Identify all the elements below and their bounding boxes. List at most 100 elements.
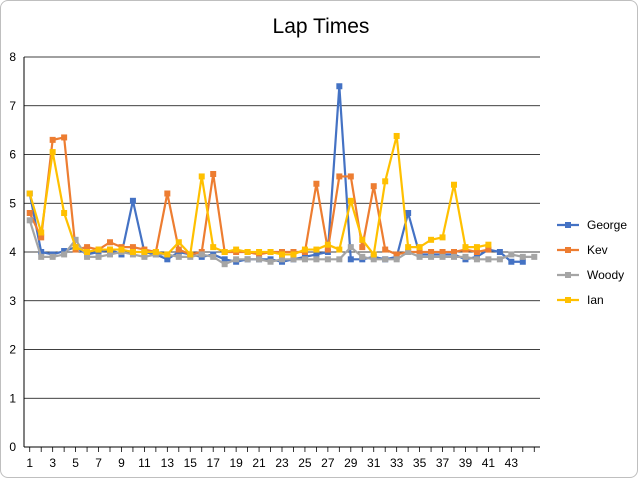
data-point-ian	[72, 244, 79, 251]
data-point-woody	[462, 253, 469, 260]
data-point-ian	[256, 249, 263, 255]
x-tick-label: 5	[72, 456, 79, 470]
data-point-ian	[152, 249, 159, 255]
series-line-ian	[28, 134, 489, 256]
data-point-woody	[38, 253, 45, 260]
y-tick-label: 8	[9, 50, 16, 64]
data-point-george	[129, 197, 136, 204]
data-point-woody	[382, 256, 389, 263]
data-point-kev	[416, 249, 423, 255]
data-point-woody	[301, 256, 308, 263]
data-point-george	[347, 256, 354, 263]
x-tick-label: 13	[161, 456, 175, 470]
series-line-george	[28, 85, 523, 263]
data-point-ian	[439, 234, 446, 241]
data-point-woody	[95, 253, 102, 260]
legend-marker-ian	[565, 297, 571, 303]
data-point-ian	[221, 249, 228, 255]
data-point-ian	[393, 132, 400, 139]
x-tick-label: 7	[95, 456, 102, 470]
x-tick-label: 25	[298, 456, 312, 470]
legend-label-george: George	[587, 218, 627, 232]
x-tick-label: 11	[138, 456, 151, 470]
x-tick-label: 3	[49, 456, 56, 470]
data-point-woody	[519, 253, 526, 260]
data-point-ian	[313, 246, 320, 253]
data-point-ian	[359, 236, 366, 243]
data-point-kev	[26, 210, 33, 216]
data-point-george	[221, 256, 228, 263]
data-point-woody	[141, 253, 148, 260]
y-tick-label: 0	[9, 440, 16, 454]
data-point-woody	[416, 253, 423, 260]
data-point-woody	[531, 253, 538, 260]
data-point-kev	[61, 134, 68, 141]
data-point-woody	[233, 256, 240, 263]
x-tick-label: 43	[505, 456, 519, 470]
data-point-ian	[26, 190, 33, 197]
data-point-woody	[473, 256, 480, 263]
data-point-kev	[324, 246, 331, 253]
data-point-woody	[198, 251, 205, 258]
data-point-woody	[84, 253, 91, 260]
data-point-ian	[324, 241, 331, 248]
data-point-ian	[347, 197, 354, 204]
data-point-kev	[451, 249, 457, 255]
data-point-kev	[370, 183, 377, 190]
data-point-ian	[129, 249, 136, 255]
data-point-ian	[61, 210, 68, 216]
data-point-george	[508, 258, 515, 265]
data-point-woody	[324, 256, 331, 263]
data-point-ian	[451, 181, 457, 188]
data-point-ian	[301, 246, 308, 253]
data-point-kev	[38, 234, 45, 241]
data-point-ian	[279, 251, 285, 258]
data-point-ian	[428, 236, 435, 243]
x-tick-label: 15	[184, 456, 198, 470]
data-point-ian	[485, 241, 492, 248]
data-point-ian	[233, 246, 240, 253]
x-tick-label: 35	[413, 456, 427, 470]
data-point-ian	[244, 249, 251, 255]
data-point-woody	[451, 253, 457, 260]
data-point-george	[164, 256, 171, 263]
data-point-ian	[370, 251, 377, 258]
data-point-kev	[164, 190, 171, 197]
x-tick-label: 33	[390, 456, 404, 470]
x-tick-label: 39	[459, 456, 473, 470]
data-point-kev	[129, 244, 136, 251]
data-point-kev	[382, 246, 389, 253]
data-point-george	[519, 258, 526, 265]
x-axis-ticks: 1 3 5 7 9 11 13 15 17 19 21 23 25 27 29 31 33 35 37 39 41 43	[26, 447, 535, 470]
data-point-woody	[370, 256, 377, 263]
chart-title: Lap Times	[273, 15, 370, 38]
data-point-woody	[290, 256, 297, 263]
data-point-ian	[416, 244, 423, 251]
data-point-george	[313, 251, 320, 258]
data-point-kev	[347, 173, 354, 180]
data-point-ian	[175, 239, 182, 246]
legend-marker-george	[565, 222, 571, 228]
x-tick-label: 27	[321, 456, 335, 470]
data-point-ian	[290, 251, 297, 258]
legend-label-woody: Woody	[587, 268, 624, 282]
data-point-woody	[210, 253, 217, 260]
data-point-ian	[382, 178, 389, 185]
data-point-kev	[439, 249, 446, 255]
x-tick-label: 37	[436, 456, 450, 470]
data-point-kev	[49, 136, 56, 143]
data-point-woody	[61, 251, 68, 258]
legend-label-kev: Kev	[587, 243, 608, 257]
series-line-kev	[28, 136, 489, 256]
data-point-ian	[187, 251, 194, 258]
y-tick-label: 3	[9, 294, 16, 308]
data-point-ian	[267, 249, 274, 255]
data-point-woody	[347, 244, 354, 251]
y-tick-label: 5	[9, 196, 16, 210]
data-point-george	[405, 210, 412, 216]
y-tick-label: 4	[9, 245, 16, 259]
data-point-ian	[210, 244, 217, 251]
data-point-woody	[107, 251, 113, 258]
data-point-kev	[107, 239, 113, 246]
